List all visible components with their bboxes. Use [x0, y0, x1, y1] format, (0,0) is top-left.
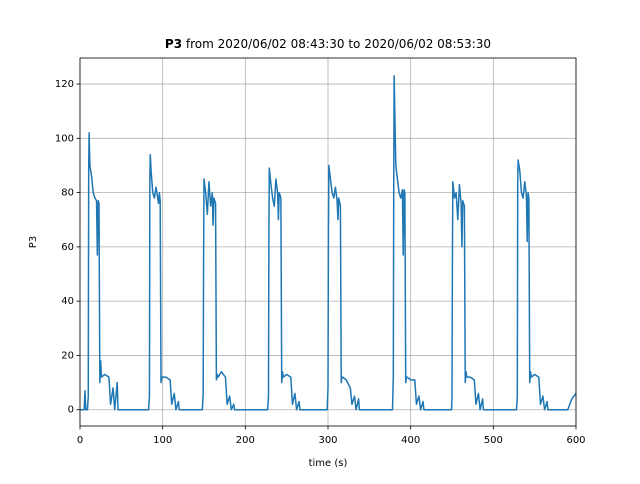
x-tick-label: 600 — [566, 435, 585, 446]
y-tick-label: 60 — [61, 242, 74, 253]
x-axis-label: time (s) — [309, 458, 348, 469]
x-tick-label: 300 — [318, 435, 337, 446]
data-line — [80, 75, 577, 411]
y-tick-label: 100 — [55, 133, 74, 144]
y-axis-label: P3 — [28, 236, 39, 248]
y-tick-label: 0 — [68, 405, 74, 416]
y-tick-label: 80 — [61, 188, 74, 199]
x-tick-label: 0 — [77, 435, 83, 446]
plot-frame — [79, 57, 577, 427]
chart-title: P3 from 2020/06/02 08:43:30 to 2020/06/0… — [165, 37, 491, 51]
x-tick-label: 500 — [484, 435, 503, 446]
title-bold: P3 — [165, 37, 182, 51]
y-tick-label: 20 — [61, 350, 74, 361]
y-tick-label: 40 — [61, 296, 74, 307]
x-tick-label: 200 — [236, 435, 255, 446]
x-tick-label: 100 — [153, 435, 172, 446]
y-tick-label: 120 — [55, 79, 74, 90]
title-rest: from 2020/06/02 08:43:30 to 2020/06/02 0… — [186, 37, 491, 51]
x-tick-label: 400 — [401, 435, 420, 446]
